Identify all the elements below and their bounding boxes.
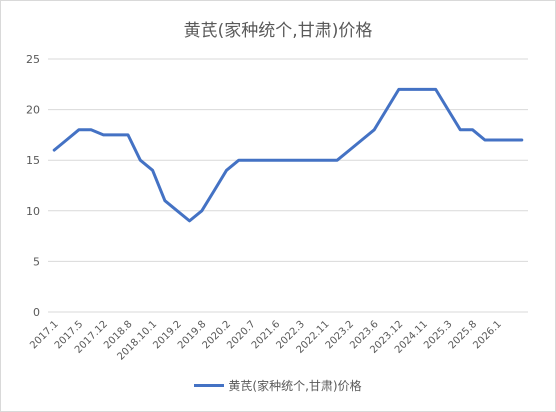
legend-swatch — [194, 384, 225, 387]
y-tick-label: 0 — [33, 306, 40, 319]
legend-label: 黄芪(家种统个,甘肃)价格 — [228, 379, 362, 393]
y-tick-label: 15 — [26, 154, 40, 167]
series-lines — [52, 87, 524, 223]
chart-title: 黄芪(家种统个,甘肃)价格 — [183, 21, 373, 41]
series-line — [52, 87, 524, 223]
y-axis-ticks: 0 5 10 15 20 25 — [26, 53, 40, 319]
y-tick-label: 20 — [26, 104, 40, 117]
gridlines — [48, 58, 528, 313]
x-axis-ticks: 2017.12017.52017.122018.82018.10.12019.2… — [28, 319, 504, 363]
y-tick-label: 25 — [26, 53, 40, 66]
y-tick-label: 5 — [33, 255, 40, 268]
legend: 黄芪(家种统个,甘肃)价格 — [0, 377, 556, 394]
y-tick-label: 10 — [26, 205, 40, 218]
